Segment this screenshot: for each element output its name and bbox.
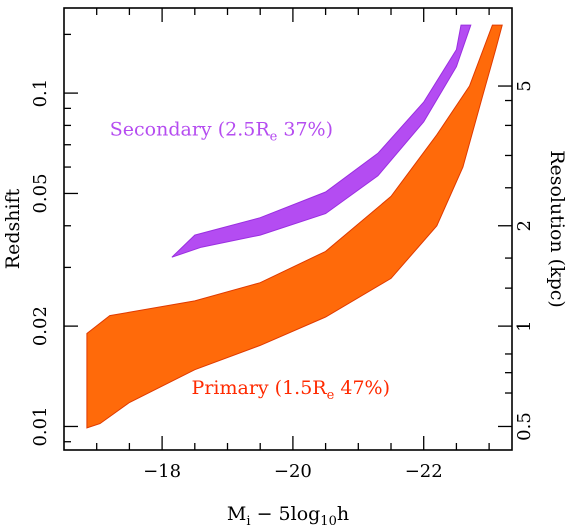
- series-band-1: [171, 24, 472, 258]
- series-band-0: [86, 24, 503, 429]
- y-tick-label: 0.01: [30, 406, 51, 446]
- right-tick-label: 1: [514, 320, 535, 331]
- x-tick-label: −18: [143, 461, 181, 482]
- series-layer: [86, 24, 503, 429]
- right-tick-label: 2: [514, 220, 535, 231]
- labels-layer: Primary (1.5Re 47%) Secondary (2.5Re 37%)…: [30, 79, 535, 482]
- y-tick-label: 0.05: [30, 173, 51, 213]
- y-tick-label: 0.1: [30, 79, 51, 108]
- x-axis-title: Mi − 5log10h: [227, 503, 349, 529]
- plot-frame: [63, 7, 513, 451]
- ticks-layer: [64, 8, 512, 450]
- y-axis-title: Redshift: [2, 188, 24, 269]
- series-label-0: Primary (1.5Re 47%): [192, 377, 390, 403]
- right-tick-label: 5: [514, 80, 535, 91]
- x-tick-label: −22: [405, 461, 443, 482]
- right-axis-title: Resolution (kpc): [546, 150, 568, 308]
- x-tick-label: −20: [274, 461, 312, 482]
- y-tick-label: 0.02: [30, 306, 51, 346]
- series-label-1: Secondary (2.5Re 37%): [110, 119, 333, 145]
- right-tick-label: 0.5: [514, 412, 535, 441]
